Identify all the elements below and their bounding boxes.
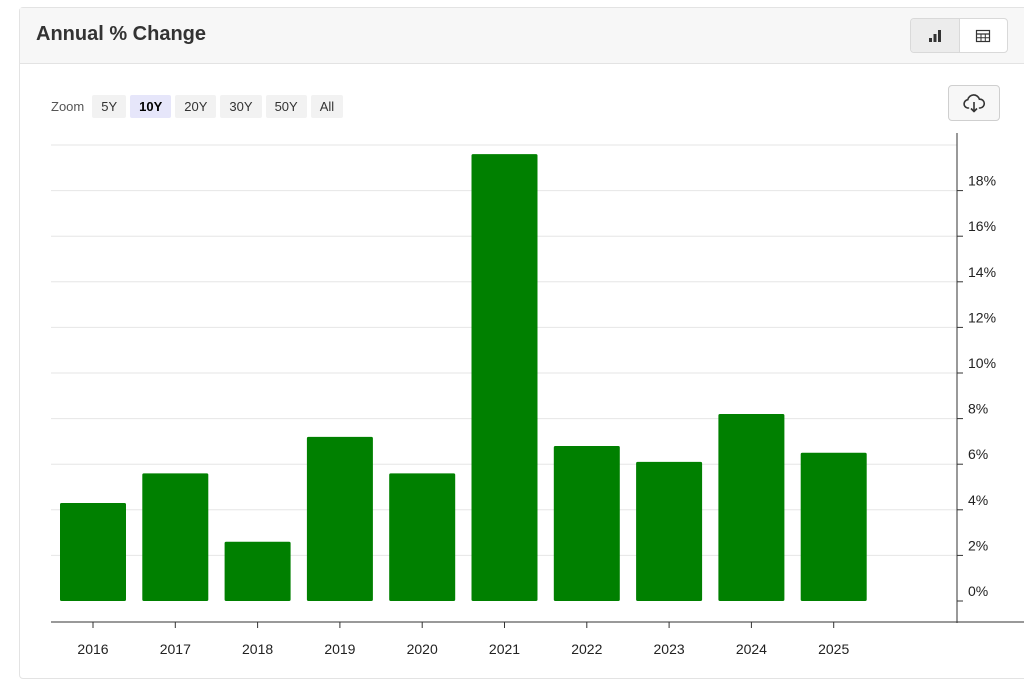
view-toggle [910,18,1008,53]
zoom-option-30y[interactable]: 30Y [220,94,262,118]
zoom-option-10y[interactable]: 10Y [130,94,172,118]
zoom-option-5y[interactable]: 5Y [92,94,127,118]
x-tick-label: 2021 [489,641,520,657]
y-tick-label: 8% [968,401,988,417]
y-tick-label: 18% [968,173,996,189]
bar [60,502,126,601]
x-tick-label: 2023 [654,641,685,657]
y-tick-label: 10% [968,355,996,371]
y-tick-label: 14% [968,264,996,280]
bar [224,541,291,601]
x-tick-label: 2018 [242,641,273,657]
download-button[interactable] [948,85,1000,121]
y-tick-label: 12% [968,309,996,325]
bar [471,154,538,601]
bar [718,414,785,601]
card-header: Annual % Change [20,8,1024,64]
bar-chart: 0% 2% 4% 6% 8% 10% 12% 14% 16% 18% 2016 2017 2018 201… [51,133,1024,657]
y-tick-label: 16% [968,218,996,234]
x-tick-label: 2017 [160,641,191,657]
bar [553,445,620,601]
zoom-option-20y[interactable]: 20Y [175,94,217,118]
x-tick-label: 2024 [736,641,767,657]
cloud-download-icon [963,94,986,113]
bar [389,473,456,601]
bar [306,436,373,601]
zoom-bar: Zoom 5Y 10Y 20Y 30Y 50Y All [51,94,344,118]
zoom-option-all[interactable]: All [310,94,344,118]
bar-chart-icon [928,29,941,42]
x-tick-label: 2019 [324,641,355,657]
x-tick-label: 2022 [571,641,602,657]
y-tick-label: 2% [968,537,988,553]
y-tick-label: 4% [968,492,988,508]
page-title: Annual % Change [36,23,207,45]
zoom-option-50y[interactable]: 50Y [265,94,307,118]
bar [800,452,867,601]
chart-view-button[interactable] [911,19,960,52]
y-tick-label: 6% [968,446,988,462]
table-icon [976,29,991,42]
x-tick-label: 2020 [407,641,438,657]
x-tick-label: 2025 [818,641,849,657]
table-view-button[interactable] [960,19,1008,52]
x-tick-label: 2016 [77,641,108,657]
bar [636,461,703,601]
zoom-label: Zoom [51,98,85,114]
bar [142,473,209,601]
y-tick-label: 0% [968,583,988,599]
